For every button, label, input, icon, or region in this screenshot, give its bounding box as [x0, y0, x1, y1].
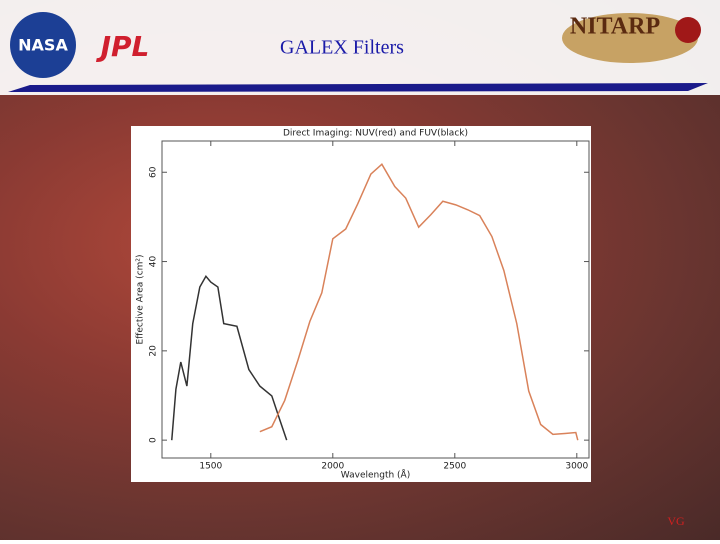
nitarp-text: NITARP [570, 14, 660, 40]
y-tick-label: 20 [149, 345, 159, 357]
nasa-logo [10, 12, 76, 78]
x-tick-label: 2500 [443, 462, 466, 472]
apple [675, 17, 701, 43]
x-axis-label: Wavelength (Å) [341, 469, 410, 481]
y-tick-label: 0 [149, 437, 159, 443]
x-tick-label: 3000 [565, 462, 588, 472]
x-tick-label: 2000 [321, 462, 344, 472]
y-tick-label: 40 [149, 256, 159, 268]
y-tick-label: 60 [149, 166, 159, 178]
jpl-text: JPL [96, 30, 150, 63]
y-axis-label: Effective Area (cm²) [136, 254, 146, 344]
series-line [171, 274, 288, 441]
footer: VG [667, 514, 685, 528]
title-underline [8, 83, 708, 92]
nasa-text: NASA [18, 36, 68, 55]
series-line [259, 163, 579, 441]
plot-frame [161, 140, 590, 459]
x-tick-label: 1500 [199, 462, 222, 472]
chart-background [131, 126, 591, 482]
slide-title: GALEX Filters [280, 37, 404, 59]
chart-title: Direct Imaging: NUV(red) and FUV(black) [283, 129, 468, 139]
nitarp-logo [562, 13, 698, 63]
